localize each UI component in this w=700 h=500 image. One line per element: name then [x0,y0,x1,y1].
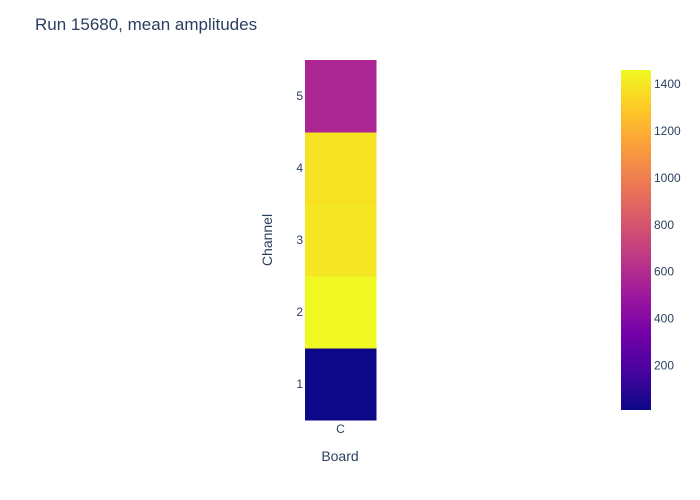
y-tick-label: 3 [296,233,303,247]
colorbar-tick-label: 200 [654,358,674,372]
colorbar-tick-label: 1200 [654,124,681,138]
y-axis-title: Channel [259,214,275,266]
heatmap-cell-C-1 [305,348,377,421]
colorbar-tick-label: 400 [654,312,674,326]
colorbar-tick-label: 600 [654,265,674,279]
x-axis-ticks: C [336,422,345,436]
heatmap-cell-C-4 [305,132,377,205]
chart-title: Run 15680, mean amplitudes [35,15,257,34]
y-tick-label: 4 [296,161,303,175]
y-tick-label: 1 [296,377,303,391]
x-tick-label: C [336,422,345,436]
heatmap-cell-C-2 [305,276,377,349]
colorbar [621,70,651,410]
x-axis-title: Board [321,448,358,464]
y-tick-label: 2 [296,305,303,319]
heatmap-cell-C-3 [305,204,377,277]
colorbar-tick-label: 1000 [654,171,681,185]
colorbar-tick-label: 800 [654,218,674,232]
heatmap-cell-C-5 [305,60,377,133]
heatmap-cells [305,60,377,421]
colorbar-tick-label: 1400 [654,77,681,91]
y-axis-ticks: 1 2 3 4 5 [296,89,303,391]
colorbar-ticks: 200 400 600 800 1000 1200 1400 [654,77,681,372]
y-tick-label: 5 [296,89,303,103]
